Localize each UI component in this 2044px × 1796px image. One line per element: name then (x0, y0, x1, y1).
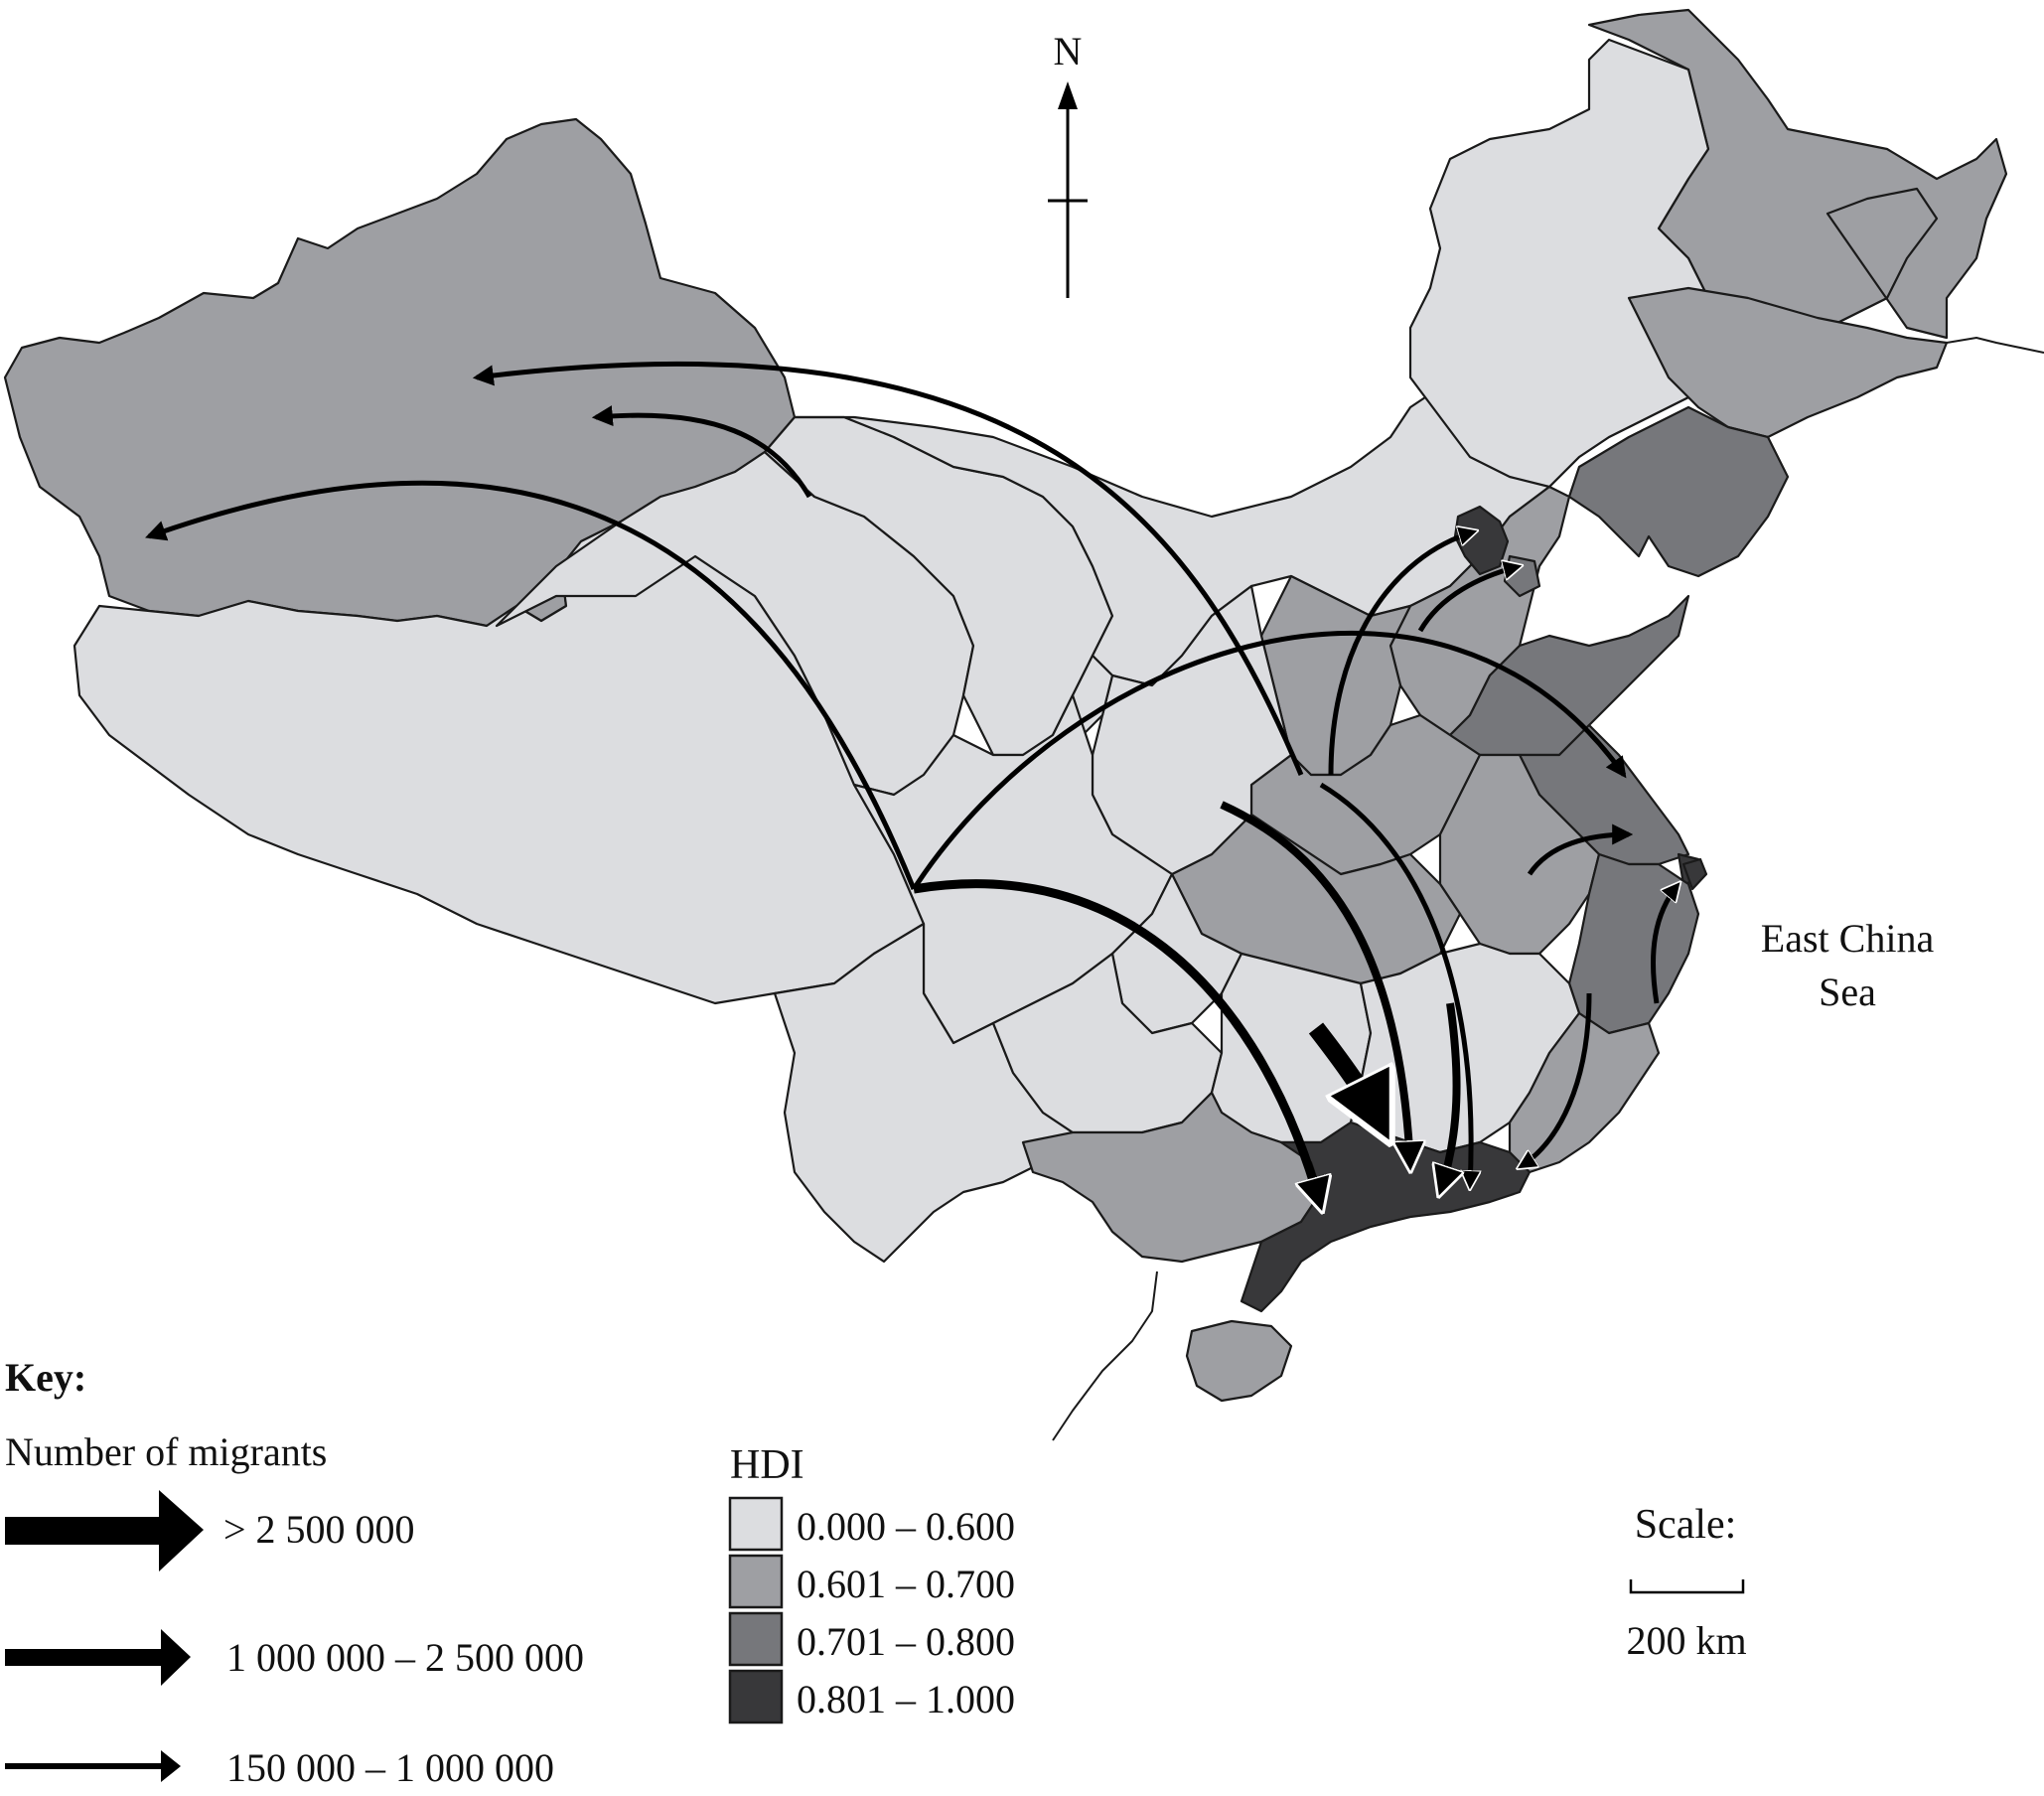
south-sea-line (1052, 1271, 1158, 1441)
flow-key-arrow-low-icon (5, 1750, 181, 1782)
scale-distance-label: 200 km (1626, 1618, 1746, 1663)
hdi-label-1: 0.601 – 0.700 (797, 1562, 1015, 1606)
flow-key-label-low: 150 000 – 1 000 000 (226, 1745, 554, 1790)
key-title: Key: (5, 1355, 86, 1400)
province-yunnan (773, 922, 1075, 1264)
flow-key: Key: Number of migrants > 2 500 000 1 00… (5, 1355, 584, 1790)
province-jilin (1627, 286, 1949, 439)
province-hainan (1185, 1319, 1293, 1403)
flow-key-label-medium: 1 000 000 – 2 500 000 (226, 1635, 584, 1680)
flow-henan-to-beijing (1328, 531, 1475, 776)
korea-border-line (1946, 337, 2044, 354)
scale-bar-group: Scale: 200 km (1626, 1502, 1746, 1663)
scale-heading: Scale: (1635, 1502, 1737, 1548)
hdi-swatch-1 (728, 1554, 784, 1609)
flow-hubei-to-guangdong (1220, 801, 1410, 1167)
province-liaoning (1567, 405, 1790, 578)
sea-label-line2: Sea (1819, 970, 1876, 1014)
scale-bar (1629, 1579, 1745, 1594)
flow-jiangxi-to-zhejiang (1527, 823, 1634, 876)
flow-sichuan-to-xinjiang-north (472, 362, 1304, 776)
flow-key-label-high: > 2 500 000 (223, 1507, 415, 1552)
province-shanghai-coast (1681, 857, 1708, 891)
hdi-label-2: 0.701 – 0.800 (797, 1619, 1015, 1664)
flow-henan-to-guangdong (1319, 782, 1471, 1187)
migration-flows (145, 362, 1679, 1207)
flow-key-arrow-medium-icon (5, 1629, 191, 1686)
flow-jiangxi-to-guangdong (1440, 1002, 1457, 1192)
flow-shandong-to-beijing (1417, 566, 1520, 633)
hdi-swatch-0 (728, 1496, 784, 1552)
north-arrow: N (1048, 29, 1088, 298)
flow-gansu-to-xinjiang (591, 405, 812, 499)
flow-sichuan-to-jiangsu (911, 631, 1627, 891)
flow-fujian-to-guangdong (1520, 992, 1592, 1167)
north-label: N (1054, 29, 1083, 74)
hdi-label-0: 0.000 – 0.600 (797, 1504, 1015, 1549)
hdi-heading: HDI (730, 1442, 804, 1488)
flow-sichuan-to-guangdong (913, 879, 1321, 1207)
flow-key-arrow-high-icon (5, 1490, 204, 1572)
north-arrow-head-icon (1058, 81, 1078, 109)
provinces-layer (3, 8, 2008, 1403)
flow-hunan-to-guangdong (1308, 1022, 1386, 1132)
flow-sichuan-to-xinjiang-west (145, 480, 917, 890)
sea-label-line1: East China (1761, 916, 1935, 961)
flow-fujian-to-shanghai (1651, 884, 1679, 1004)
hdi-key: HDI 0.000 – 0.600 0.601 – 0.700 0.701 – … (728, 1442, 1015, 1724)
hdi-swatch-3 (728, 1669, 784, 1724)
hdi-swatch-2 (728, 1611, 784, 1667)
hdi-label-3: 0.801 – 1.000 (797, 1677, 1015, 1721)
migrants-heading: Number of migrants (5, 1429, 327, 1474)
